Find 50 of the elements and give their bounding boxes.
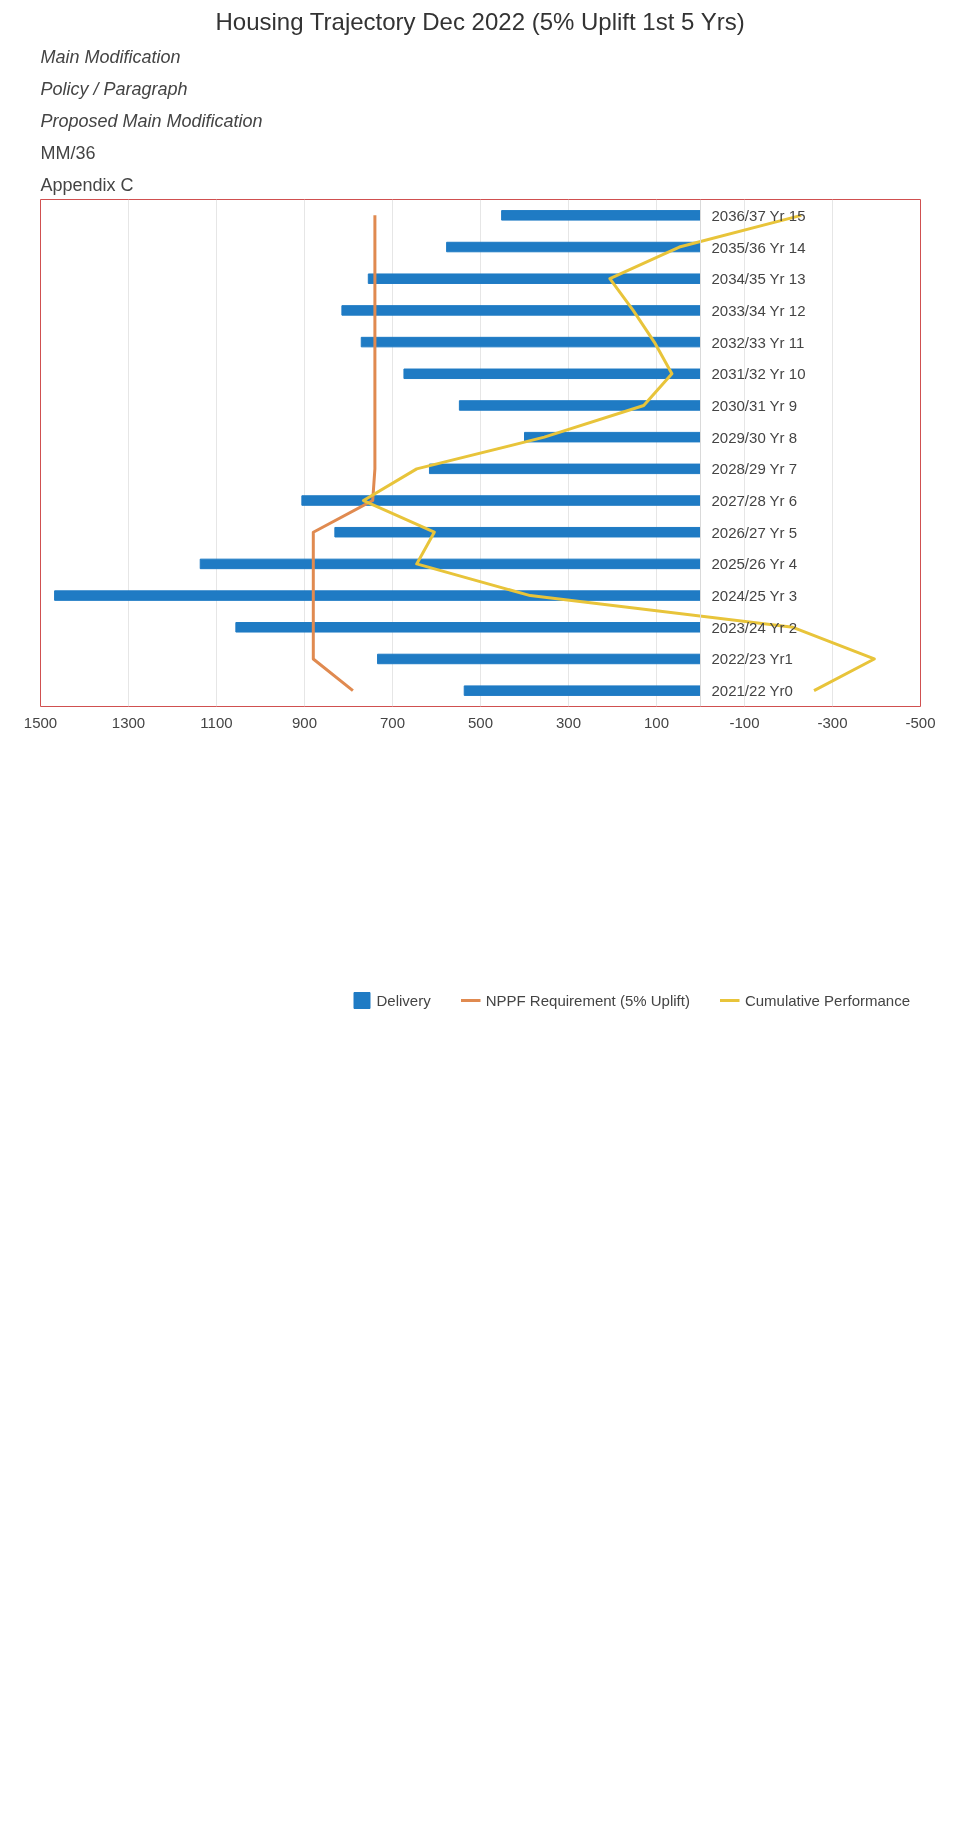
y-tick-label: 2026/27 Yr 5 [711, 523, 798, 541]
bar [446, 241, 701, 253]
x-tick-label: -300 [817, 713, 848, 731]
y-tick-label: 2021/22 Yr0 [711, 682, 793, 700]
bar [367, 273, 701, 284]
x-tick-label: 1500 [23, 713, 58, 731]
bar [458, 400, 701, 411]
y-tick-label: 2035/36 Yr 14 [711, 238, 806, 256]
y-tick-label: 2029/30 Yr 8 [711, 428, 798, 446]
text: Appendix C [40, 174, 134, 195]
text: Main Modification [40, 46, 181, 67]
bar [301, 495, 701, 506]
bar [428, 463, 701, 475]
bar [199, 558, 701, 570]
bar [334, 526, 701, 538]
x-tick-label: 900 [291, 713, 318, 731]
x-tick-label: 700 [379, 713, 406, 731]
y-tick-label: 2032/33 Yr 11 [711, 333, 805, 351]
bar [403, 368, 701, 380]
x-tick-label: -500 [905, 713, 936, 731]
x-tick-label: 1300 [111, 713, 146, 731]
x-tick-label: -100 [729, 713, 760, 731]
bar [463, 685, 701, 696]
legend-label: NPPF Requirement (5% Uplift) [485, 991, 690, 1009]
x-tick-label: 100 [643, 713, 670, 731]
y-tick-label: 2034/35 Yr 13 [711, 270, 806, 288]
bar [377, 653, 701, 665]
y-tick-label: 2024/25 Yr 3 [711, 587, 798, 605]
y-tick-label: 2025/26 Yr 4 [711, 555, 798, 573]
y-tick-label: 2033/34 Yr 12 [711, 301, 806, 319]
x-tick-label: 300 [555, 713, 582, 731]
bar [341, 305, 701, 316]
bar [360, 336, 701, 348]
x-tick-label: 1100 [200, 713, 233, 731]
bar [235, 622, 701, 633]
legend-label: Cumulative Performance [744, 991, 910, 1009]
bar [501, 210, 701, 221]
x-tick-label: 500 [467, 713, 494, 731]
bar [54, 590, 701, 601]
y-tick-label: 2030/31 Yr 9 [711, 396, 798, 414]
legend-label: Delivery [376, 991, 431, 1009]
bar [524, 431, 701, 443]
y-tick-label: 2031/32 Yr 10 [711, 365, 806, 383]
y-tick-label: 2027/28 Yr 6 [711, 492, 798, 510]
y-tick-label: 2022/23 Yr1 [711, 650, 793, 668]
chart-title: Housing Trajectory Dec 2022 (5% Uplift 1st 5 Yrs) [215, 7, 745, 35]
text: Policy / Paragraph [40, 78, 188, 99]
text: Proposed Main Modification [40, 110, 263, 131]
text: MM/36 [40, 142, 96, 163]
y-tick-label: 2028/29 Yr 7 [711, 460, 798, 478]
